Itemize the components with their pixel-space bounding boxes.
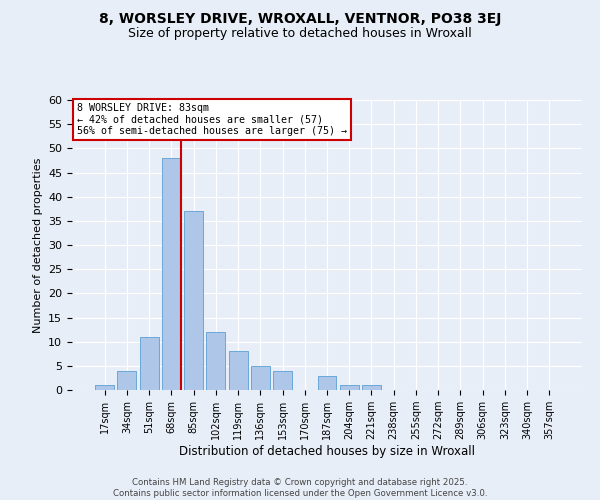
Bar xyxy=(140,337,158,390)
Text: Size of property relative to detached houses in Wroxall: Size of property relative to detached ho… xyxy=(128,28,472,40)
Bar xyxy=(95,385,114,390)
Bar xyxy=(362,385,381,390)
Bar xyxy=(162,158,181,390)
Bar xyxy=(251,366,270,390)
Bar xyxy=(317,376,337,390)
Text: Contains HM Land Registry data © Crown copyright and database right 2025.
Contai: Contains HM Land Registry data © Crown c… xyxy=(113,478,487,498)
Y-axis label: Number of detached properties: Number of detached properties xyxy=(32,158,43,332)
Text: 8 WORSLEY DRIVE: 83sqm
← 42% of detached houses are smaller (57)
56% of semi-det: 8 WORSLEY DRIVE: 83sqm ← 42% of detached… xyxy=(77,103,347,136)
Bar xyxy=(184,211,203,390)
Bar xyxy=(206,332,225,390)
Text: 8, WORSLEY DRIVE, WROXALL, VENTNOR, PO38 3EJ: 8, WORSLEY DRIVE, WROXALL, VENTNOR, PO38… xyxy=(99,12,501,26)
X-axis label: Distribution of detached houses by size in Wroxall: Distribution of detached houses by size … xyxy=(179,445,475,458)
Bar xyxy=(273,370,292,390)
Bar xyxy=(340,385,359,390)
Bar xyxy=(229,352,248,390)
Bar xyxy=(118,370,136,390)
